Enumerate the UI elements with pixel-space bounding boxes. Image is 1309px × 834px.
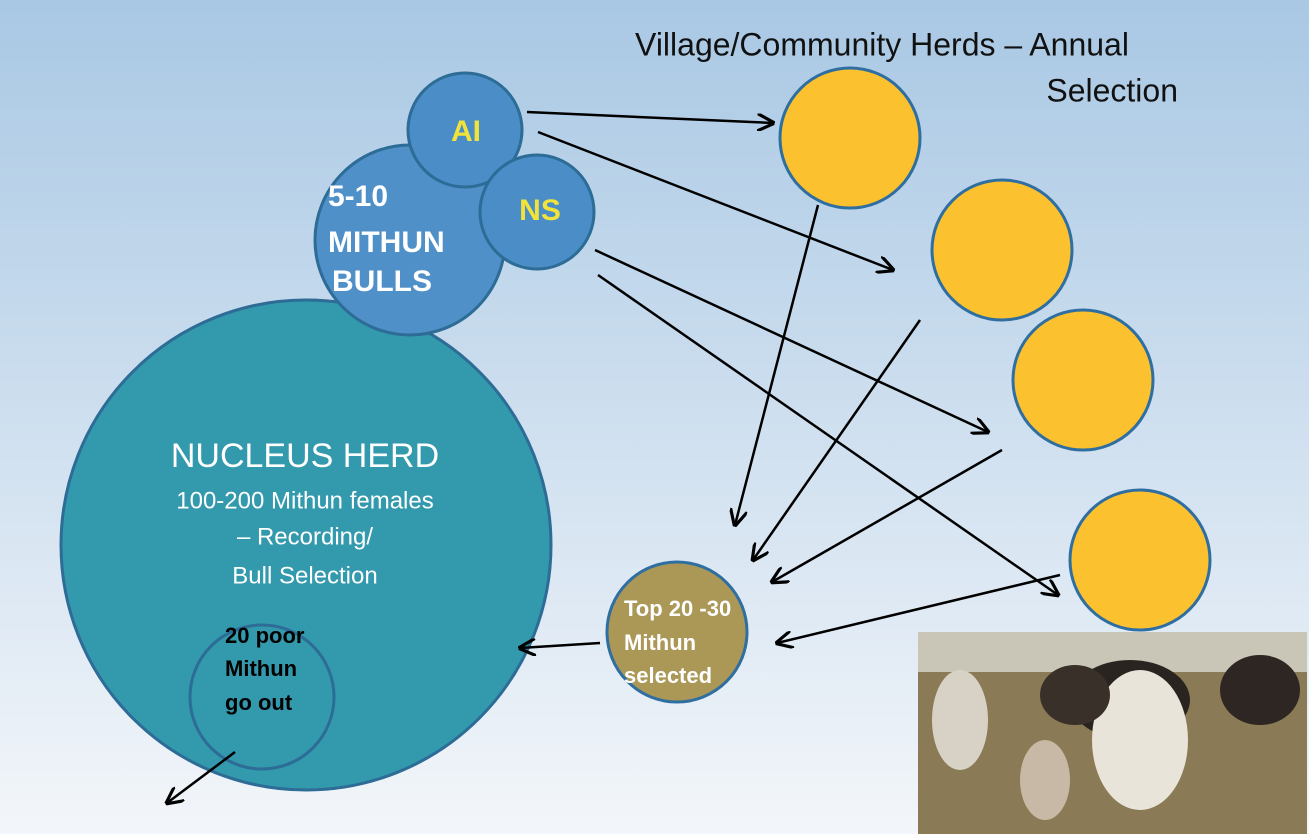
photo-cow [1220,655,1300,725]
top-label: Mithun [624,630,696,655]
village-circle [1011,308,1155,452]
nucleus-circle [59,298,553,792]
nucleus-text: 100-200 Mithun females [176,487,433,514]
photo-cow [1040,665,1110,725]
nucleus-text: Bull Selection [232,562,377,589]
poor-circle [188,623,336,771]
ai-circle [406,71,524,189]
title: Selection [1046,72,1178,108]
village-circle [930,178,1074,322]
arrow [753,319,922,560]
arrows [167,110,1061,803]
village-circle [1068,488,1212,632]
arrow [167,751,236,803]
arrow [597,273,1058,595]
photo-cow [1092,670,1188,810]
top-label: selected [624,663,712,688]
top-circle [605,560,749,704]
ns-circle [478,153,596,271]
top-label: Top 20 -30 [624,596,731,621]
circles [59,66,1212,792]
ai-label: AI [451,115,481,148]
arrow [735,204,820,525]
arrow [594,248,988,432]
arrow [537,130,893,270]
village-circle [778,66,922,210]
arrow [772,448,1003,582]
arrow [526,110,773,123]
photo-cow [932,670,988,770]
bulls-label: BULLS [332,265,432,298]
ns-label: NS [519,194,561,227]
arrow [520,643,601,648]
photo-calf [1020,740,1070,820]
title: Village/Community Herds – Annual [635,26,1129,62]
photo [918,632,1307,834]
nucleus-text: – Recording/ [237,523,373,550]
poor-label: 20 poor [225,623,305,648]
bulls-label: MITHUN [328,226,445,259]
poor-label: go out [225,690,293,715]
poor-label: Mithun [225,656,297,681]
nucleus-title: NUCLEUS HERD [171,437,439,475]
labels: Village/Community Herds – Annual Selecti… [171,26,1178,714]
bulls-label: 5-10 [328,180,388,213]
arrow [777,573,1061,643]
